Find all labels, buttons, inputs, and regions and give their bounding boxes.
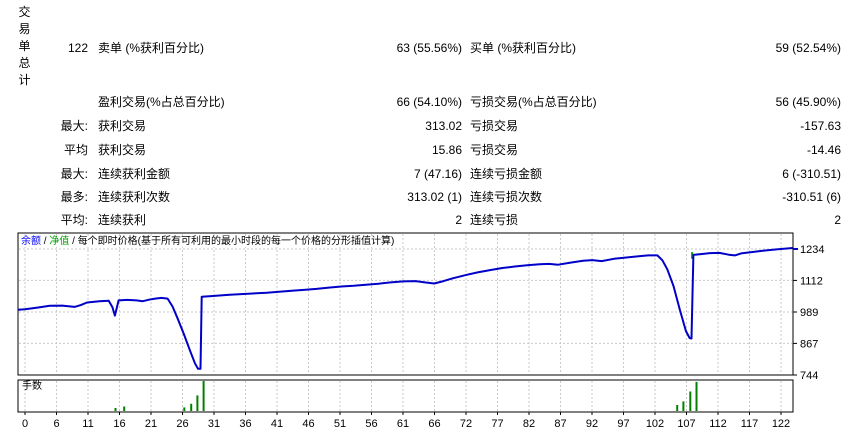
x-axis-label: 56 (365, 418, 377, 430)
lots-panel-label: 手数 (22, 381, 42, 392)
stat-label: 盈利交易(%占总百分比) (98, 95, 225, 109)
stat-value: 2 (455, 213, 462, 227)
stat-label: 连续亏损次数 (470, 190, 543, 204)
y-axis-label: 744 (800, 370, 818, 382)
stat-row-prefix: 平均: (60, 213, 88, 227)
vertical-title-char: 单 (18, 39, 31, 53)
x-axis-label: 97 (617, 418, 629, 430)
stat-value: 63 (55.56%) (396, 41, 462, 55)
x-axis-label: 66 (428, 418, 440, 430)
stat-label: 连续获利金额 (98, 167, 171, 181)
stat-label: 获利交易 (98, 143, 147, 157)
stat-row-prefix: 最大: (60, 167, 88, 181)
x-axis-label: 72 (460, 418, 472, 430)
legend-item: 余额 (21, 236, 41, 247)
trades-total-vertical-title: 交易单总计 (17, 4, 32, 89)
stat-label: 卖单 (%获利百分比) (98, 41, 204, 55)
x-axis-label: 21 (145, 418, 157, 430)
stat-row-prefix: 最大: (60, 119, 88, 133)
x-axis-label: 46 (302, 418, 314, 430)
legend-item: 净值 (49, 236, 70, 247)
balance-panel-frame (17, 232, 794, 376)
x-axis-label: 107 (677, 418, 695, 430)
stat-label: 连续获利次数 (98, 190, 171, 204)
x-axis-label: 102 (646, 418, 664, 430)
x-axis-label: 6 (53, 418, 59, 430)
stat-value: 313.02 (1) (407, 190, 462, 204)
balance-line (18, 247, 793, 370)
x-axis-label: 41 (271, 418, 283, 430)
stat-value: 7 (47.16) (413, 167, 462, 181)
vertical-title-char: 总 (18, 56, 31, 70)
stat-row-prefix: 122 (67, 41, 88, 55)
stat-label: 亏损交易 (470, 119, 519, 133)
stat-value: 2 (834, 213, 841, 227)
x-axis-label: 77 (491, 418, 503, 430)
stat-value: 313.02 (425, 119, 462, 133)
stat-label: 亏损交易 (470, 143, 519, 157)
chart-legend: 余额 / 净值 / 每个即时价格(基于所有可利用的最小时段的每一个价格的分形插值… (21, 236, 397, 247)
y-axis-label: 1234 (800, 244, 824, 256)
x-axis-label: 122 (772, 418, 790, 430)
vertical-title-char: 计 (18, 73, 31, 87)
stat-value: -157.63 (800, 119, 841, 133)
stat-label: 获利交易 (98, 119, 147, 133)
vertical-title-char: 易 (18, 22, 31, 36)
stat-value: 6 (-310.51) (782, 167, 841, 181)
stat-label: 连续亏损 (470, 213, 519, 227)
stat-value: -310.51 (6) (782, 190, 841, 204)
y-axis-label: 989 (800, 307, 818, 319)
legend-item: 每个即时价格(基于所有可利用的最小时段的每一个价格的分形插值计算) (77, 236, 395, 247)
stat-label: 连续获利 (98, 213, 147, 227)
x-axis-label: 117 (741, 418, 759, 430)
x-axis-label: 87 (554, 418, 566, 430)
stat-value: -14.46 (806, 143, 841, 157)
stat-value: 56 (45.90%) (775, 95, 841, 109)
legend-separator: / (41, 236, 50, 247)
y-axis-label: 1112 (800, 275, 823, 287)
vertical-title-char: 交 (18, 5, 31, 19)
stat-value: 59 (52.54%) (775, 41, 841, 55)
x-axis-label: 92 (586, 418, 598, 430)
stat-value: 66 (54.10%) (396, 95, 462, 109)
stat-label: 买单 (%获利百分比) (470, 41, 576, 55)
x-axis-label: 82 (523, 418, 535, 430)
x-axis-label: 31 (208, 418, 220, 430)
legend-separator: / (69, 236, 78, 247)
stat-label: 亏损交易(%占总百分比) (470, 95, 597, 109)
stat-value: 15.86 (431, 143, 462, 157)
x-axis-label: 51 (334, 418, 346, 430)
x-axis-label: 61 (397, 418, 409, 430)
x-axis-label: 26 (176, 418, 188, 430)
x-axis-label: 112 (709, 418, 727, 430)
x-axis-label: 0 (22, 418, 28, 430)
lots-panel-frame (17, 379, 794, 413)
x-axis-label: 16 (113, 418, 125, 430)
stat-label: 连续亏损金额 (470, 167, 543, 181)
x-axis-label: 11 (82, 418, 93, 430)
x-axis-label: 36 (239, 418, 251, 430)
stat-row-prefix: 平均 (63, 143, 88, 157)
stat-row-prefix: 最多: (60, 190, 88, 204)
y-axis-label: 867 (800, 338, 818, 350)
